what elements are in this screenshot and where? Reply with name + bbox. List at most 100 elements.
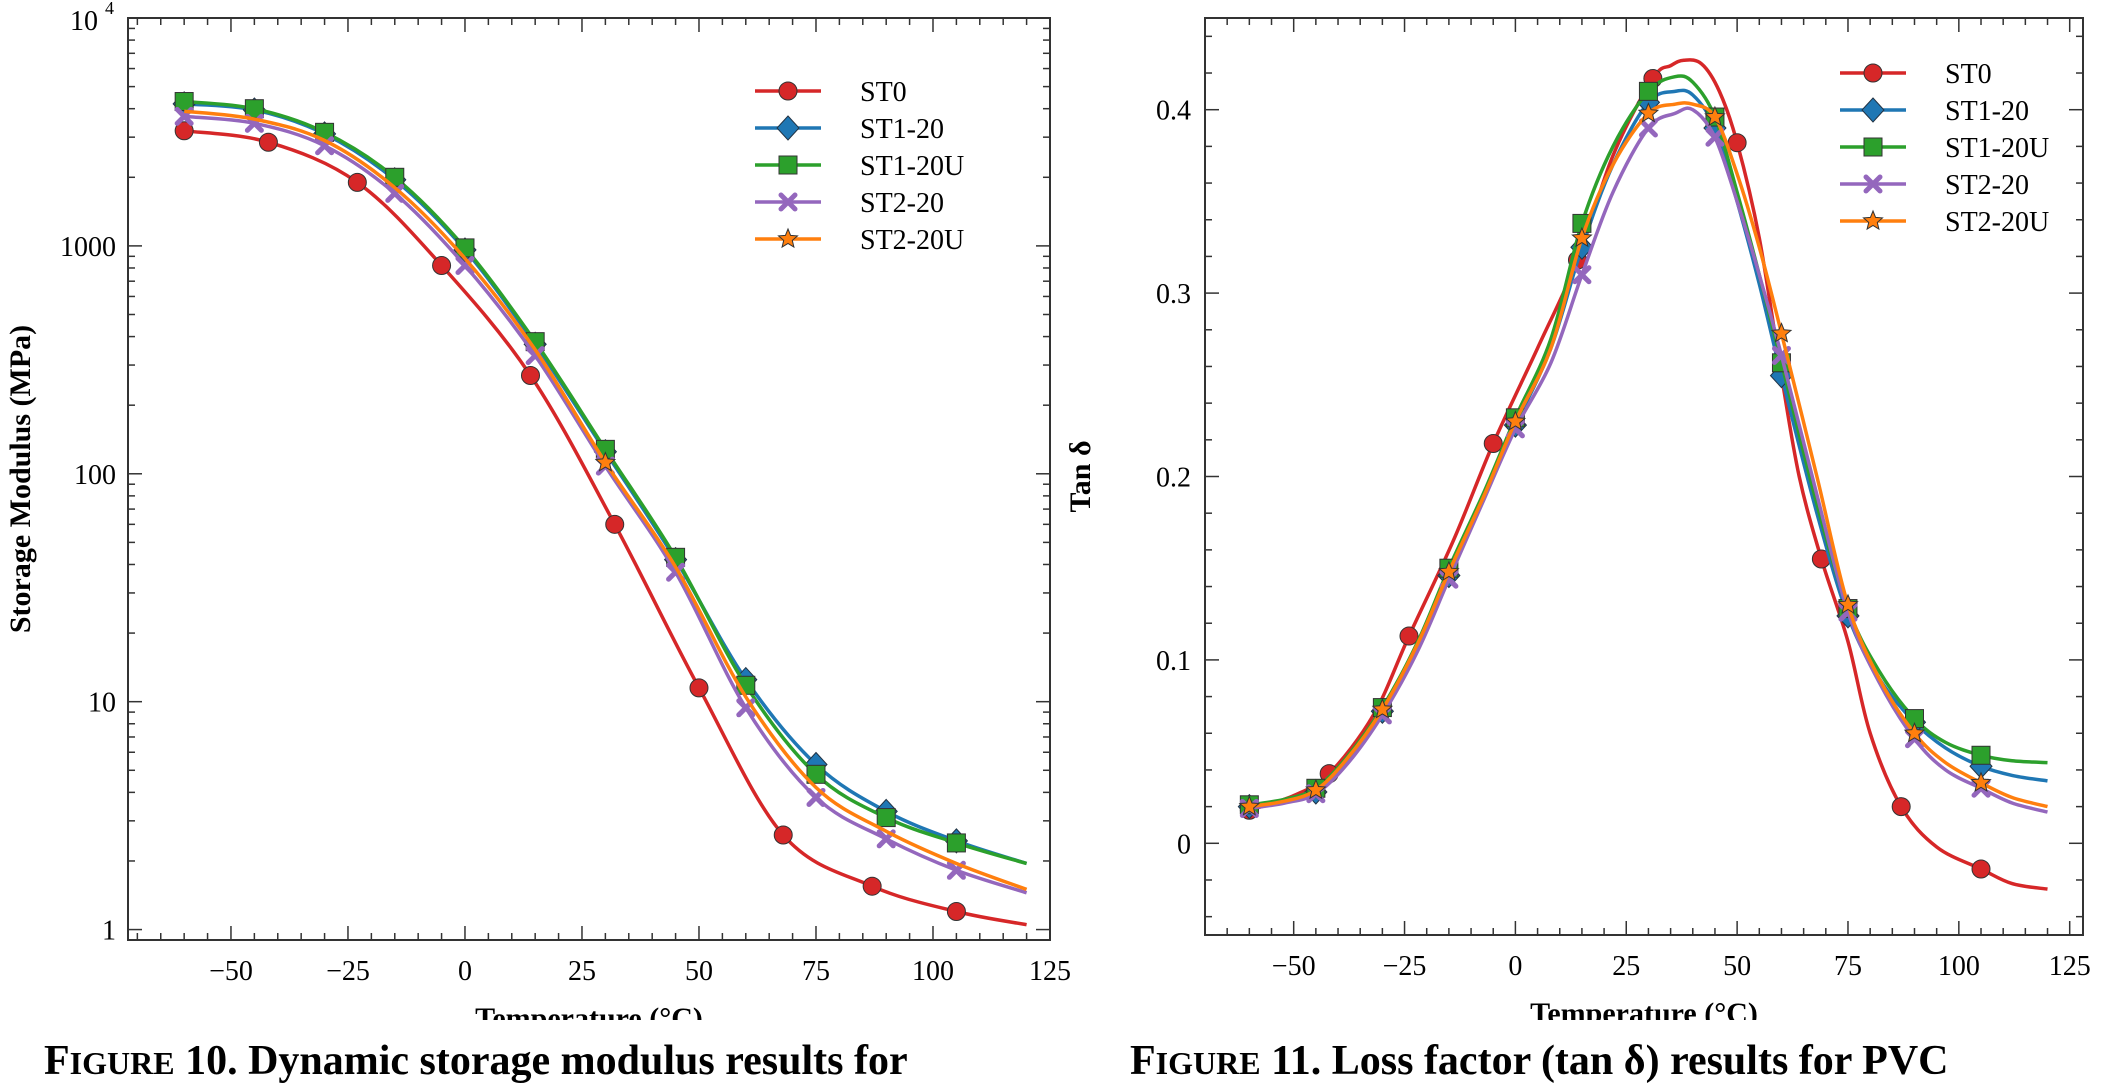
y-tick-label: 1000: [60, 232, 116, 263]
x-axis-title: Temperature (°C): [1530, 997, 1758, 1020]
legend-label-st1-20: ST1-20: [860, 114, 944, 145]
series-line-st2-20: [1249, 106, 2048, 814]
series-st2-20: [1239, 106, 2048, 818]
data-point-st2-20: [385, 183, 405, 203]
data-point-st1-20u: [946, 833, 966, 853]
x-axis-title: Temperature (°C): [475, 1002, 703, 1020]
data-point-st1-20u: [455, 238, 475, 258]
data-point-st2-20u: [1637, 102, 1660, 123]
x-tick-label: −50: [209, 956, 253, 987]
x-tick-label: 25: [1612, 951, 1640, 982]
series-st1-20: [1237, 88, 2048, 820]
y-tick-label: 0: [1177, 829, 1191, 860]
legend-label-st0: ST0: [1945, 59, 1992, 90]
legend-marker: [777, 227, 799, 249]
y-axis: 0 0.1 0.2 0.3 0.4: [1156, 35, 2083, 918]
legend-marker: [1862, 209, 1884, 231]
legend-marker: [776, 115, 800, 141]
data-point-st0: [1399, 626, 1419, 646]
legend-label-st2-20u: ST2-20U: [1945, 207, 2049, 238]
y-axis-title: Tan δ: [1064, 440, 1097, 512]
legend-label-st1-20: ST1-20: [1945, 96, 2029, 127]
data-point-st2-20u: [1770, 322, 1793, 343]
data-point-st0: [347, 172, 367, 192]
x-tick-label: 50: [685, 956, 713, 987]
x-tick-label: 0: [1508, 951, 1522, 982]
legend-label-st2-20u: ST2-20U: [860, 225, 964, 256]
data-point-st2-20: [1638, 118, 1658, 138]
data-point-st0: [1971, 859, 1991, 879]
x-axis: −50 −25 0 25 50 75 100 125: [136, 18, 1071, 987]
data-point-st0: [520, 365, 540, 385]
legend-label-st1-20u: ST1-20U: [1945, 133, 2049, 164]
y-axis-title: Storage Modulus (MPa): [4, 325, 37, 633]
data-point-st2-20u: [1704, 105, 1726, 127]
data-point-st2-20: [1705, 127, 1725, 147]
data-point-st0: [689, 678, 709, 698]
plot-frame: [127, 17, 1051, 941]
legend-marker: [1863, 63, 1883, 83]
y-axis: 1 10 100 1000 10 4: [60, 0, 1050, 947]
data-point-st2-20: [1572, 265, 1592, 285]
data-point-st1-20u: [174, 92, 194, 112]
series-line-st1-20: [1249, 88, 2048, 809]
x-tick-label: 75: [1834, 951, 1862, 982]
legend-marker: [778, 81, 798, 101]
data-point-st1-20u: [1971, 745, 1991, 765]
x-tick-label: 125: [1029, 956, 1071, 987]
data-point-st0: [258, 132, 278, 152]
data-point-st2-20u: [1438, 560, 1460, 582]
figure-11-caption-text: 11. Loss factor (tan δ) results for PVC: [1260, 1038, 1949, 1084]
y-tick-label: 1: [102, 916, 116, 947]
y-tick-label: 100: [74, 460, 116, 491]
series-st0: [1239, 58, 2048, 891]
y-tick-label: 10: [88, 688, 116, 719]
data-point-st0: [432, 256, 452, 276]
y-tick-label-exponent: 4: [105, 0, 114, 18]
legend-marker: [778, 192, 798, 212]
legend-label-st0: ST0: [860, 77, 907, 108]
data-point-st2-20u: [1238, 795, 1261, 816]
series-st2-20u: [184, 109, 1028, 892]
x-tick-label: 125: [2049, 951, 2091, 982]
figure-11-caption: FIGURE 11. Loss factor (tan δ) results f…: [1130, 1040, 1948, 1082]
legend: ST0 ST1-20 ST1-20U ST2-20 ST2-20U: [755, 77, 964, 256]
y-tick-label: 0.3: [1156, 279, 1191, 310]
series-line-st0: [1248, 58, 2048, 891]
figure-11-caption-prefix: F: [1130, 1038, 1156, 1084]
legend-marker: [778, 155, 798, 175]
legend-label-st1-20u: ST1-20U: [860, 151, 964, 182]
legend-marker: [1863, 174, 1883, 194]
x-tick-label: 75: [802, 956, 830, 987]
series-st0: [174, 121, 1027, 927]
data-point-st0: [862, 876, 882, 896]
x-tick-label: −25: [326, 956, 370, 987]
legend-label-st2-20: ST2-20: [1945, 170, 2029, 201]
legend-marker: [1861, 97, 1885, 123]
data-point-st2-20: [455, 256, 475, 276]
y-tick-label: 0.4: [1156, 96, 1191, 127]
legend: ST0 ST1-20 ST1-20U ST2-20 ST2-20U: [1840, 59, 2049, 238]
data-point-st2-20u: [1305, 778, 1327, 800]
x-tick-label: −50: [1272, 951, 1316, 982]
legend-label-st2-20: ST2-20: [860, 188, 944, 219]
x-tick-label: −25: [1383, 951, 1427, 982]
data-point-st0: [605, 514, 625, 534]
x-tick-label: 100: [1938, 951, 1980, 982]
x-axis: −50 −25 0 25 50 75 100 125: [1204, 18, 2091, 982]
legend-marker: [1863, 137, 1883, 157]
x-tick-label: 100: [912, 956, 954, 987]
series-st2-20u: [1238, 101, 2048, 816]
data-point-st2-20u: [1571, 226, 1593, 248]
data-point-st1-20u: [806, 764, 826, 784]
data-point-st2-20u: [1371, 698, 1394, 719]
data-point-st0: [946, 902, 966, 922]
storage-modulus-chart: −50 −25 0 25 50 75 100 125 Temperature (°C) 1 10 10…: [4, 0, 1071, 1020]
figure-10-caption-text: 10. Dynamic storage modulus results for: [174, 1038, 908, 1084]
figure-10-caption: FIGURE 10. Dynamic storage modulus resul…: [44, 1040, 908, 1082]
series-line-st2-20u: [1249, 101, 2048, 809]
x-tick-label: 50: [1723, 951, 1751, 982]
series-st1-20u: [1239, 74, 2048, 815]
data-point-st0: [1483, 433, 1503, 453]
